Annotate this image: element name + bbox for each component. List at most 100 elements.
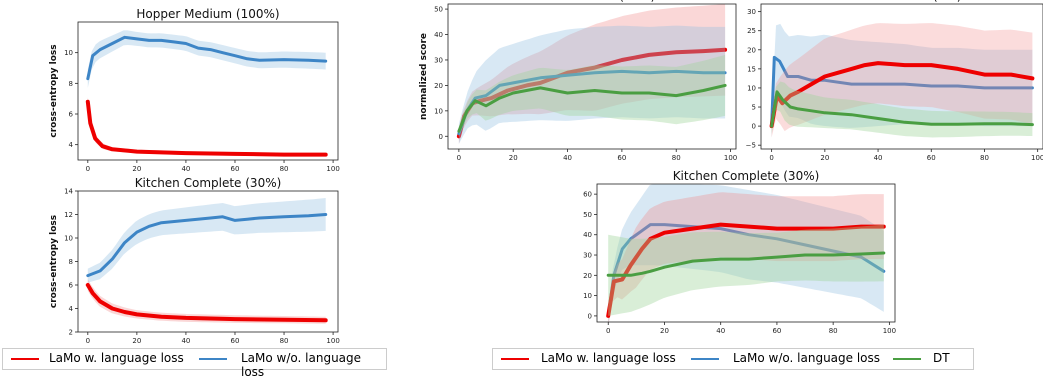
x-tick-label: 60 <box>927 154 936 162</box>
chart-kc-30: 0 20 40 60 80 100 0 10 20 30 40 50 60 Kitchen Complet… <box>583 169 896 335</box>
y-tick-label: 4 <box>69 141 74 149</box>
legend-swatch-lamo-nolang <box>199 358 227 360</box>
y-tick-label: 40 <box>434 31 443 39</box>
legend-label-lamo-nolang: LaMo w/o. language loss <box>733 351 881 365</box>
x-tick-label: 0 <box>86 337 90 345</box>
series-band-red <box>771 23 1033 138</box>
y-tick-label: 0 <box>439 133 443 141</box>
y-tick-label: 30 <box>434 56 443 64</box>
y-axis-label: cross-entropy loss <box>49 215 59 308</box>
x-tick-label: 40 <box>181 337 190 345</box>
y-tick-label: 10 <box>64 49 73 57</box>
x-tick-label: 100 <box>883 327 896 335</box>
series-line-green <box>457 83 727 133</box>
y-axis-label: cross-entropy loss <box>49 44 59 137</box>
y-tick-label: 8 <box>69 258 73 266</box>
y-tick-label: 20 <box>434 82 443 90</box>
chart-title: Hopper Medium (100%) <box>136 7 279 21</box>
series-band-blue <box>608 184 884 322</box>
legend-right: LaMo w. language loss LaMo w/o. language… <box>492 348 974 370</box>
series-band-blue <box>458 25 726 144</box>
x-tick-label: 100 <box>1031 154 1043 162</box>
y-tick-label: 0 <box>588 312 592 320</box>
x-tick-label: 80 <box>280 337 289 345</box>
legend-swatch-dt <box>893 358 921 360</box>
x-tick-label: 60 <box>231 337 240 345</box>
x-tick-label: 20 <box>509 154 518 162</box>
y-tick-label: 5 <box>752 104 756 112</box>
x-tick-label: 80 <box>829 327 838 335</box>
x-tick-label: 20 <box>660 327 669 335</box>
series-line-blue <box>457 69 727 136</box>
chart-title: Kitchen Partial (10%) <box>529 0 655 3</box>
x-tick-label: 0 <box>606 327 610 335</box>
plot-area <box>769 23 1035 138</box>
x-tick-label: 100 <box>326 337 339 345</box>
y-tick-label: 20 <box>583 272 592 280</box>
x-tick-label: 80 <box>280 165 289 173</box>
x-tick-label: 20 <box>132 165 141 173</box>
y-tick-label: 12 <box>64 211 73 219</box>
series-line-red <box>769 61 1035 129</box>
legend-swatch-lamo-lang <box>11 358 39 360</box>
plot-area <box>85 198 328 324</box>
y-tick-label: 0 <box>752 123 756 131</box>
series-band-green <box>458 54 726 137</box>
series-band-red <box>608 192 884 322</box>
y-tick-label: 40 <box>583 231 592 239</box>
y-axis-label: normalized score <box>419 33 429 120</box>
y-tick-label: 4 <box>69 305 74 313</box>
plot-area <box>456 4 728 144</box>
y-tick-label: 15 <box>747 65 756 73</box>
x-tick-label: 40 <box>716 327 725 335</box>
axes-frame <box>760 3 1043 150</box>
x-tick-label: 20 <box>820 154 829 162</box>
y-tick-label: −5 <box>746 142 756 150</box>
y-tick-label: 10 <box>434 107 443 115</box>
y-tick-label: 6 <box>69 282 74 290</box>
y-tick-label: 50 <box>583 211 592 219</box>
legend-label-lamo-lang: LaMo w. language loss <box>541 351 676 365</box>
chart-title: Kitchen Complete (30%) <box>673 169 820 183</box>
y-tick-label: 2 <box>69 329 73 337</box>
axes-frame <box>596 183 896 323</box>
x-tick-label: 60 <box>772 327 781 335</box>
y-tick-label: 50 <box>434 6 443 14</box>
x-tick-label: 80 <box>980 154 989 162</box>
chart-title: Kitchen Complete (30%) <box>135 176 282 190</box>
legend-swatch-lamo-nolang <box>691 358 719 360</box>
y-tick-label: 30 <box>583 252 592 260</box>
legend-left: LaMo w. language loss LaMo w/o. language… <box>2 348 387 379</box>
x-tick-label: 40 <box>181 165 190 173</box>
chart-kp-1: 0 20 40 60 80 100 −5 0 5 10 15 20 25 30 Kitchen Partia… <box>746 0 1043 162</box>
series-band-blue <box>771 23 1033 138</box>
x-tick-label: 100 <box>724 154 737 162</box>
chart-title: Kitchen Partial (1%) <box>843 0 962 3</box>
legend-swatch-lamo-lang <box>501 358 529 360</box>
y-tick-label: 8 <box>69 80 73 88</box>
series-line-blue <box>86 35 328 81</box>
x-tick-label: 0 <box>457 154 461 162</box>
y-tick-label: 25 <box>747 27 756 35</box>
y-tick-label: 10 <box>747 84 756 92</box>
legend-label-dt: DT <box>933 351 950 365</box>
chart-ce-kitchen: 0 20 40 60 80 100 2 4 6 8 10 12 14 Kitchen Complete (… <box>49 176 340 345</box>
x-tick-label: 40 <box>563 154 572 162</box>
plot-area <box>606 184 886 322</box>
axes-frame <box>77 21 339 161</box>
x-tick-label: 80 <box>672 154 681 162</box>
plot-area <box>85 30 328 157</box>
x-tick-label: 40 <box>874 154 883 162</box>
y-tick-label: 6 <box>69 111 74 119</box>
chart-kp-10: 0 20 40 60 80 100 0 10 20 30 40 50 Kitchen Partial (… <box>419 0 737 162</box>
legend-label-lamo-lang: LaMo w. language loss <box>49 351 184 365</box>
x-tick-label: 20 <box>132 337 141 345</box>
y-tick-label: 10 <box>583 292 592 300</box>
series-line-blue <box>86 213 328 278</box>
series-band-blue <box>87 30 326 88</box>
x-tick-label: 0 <box>769 154 773 162</box>
series-line-red <box>85 283 328 323</box>
y-tick-label: 20 <box>747 46 756 54</box>
y-tick-label: 60 <box>583 191 592 199</box>
